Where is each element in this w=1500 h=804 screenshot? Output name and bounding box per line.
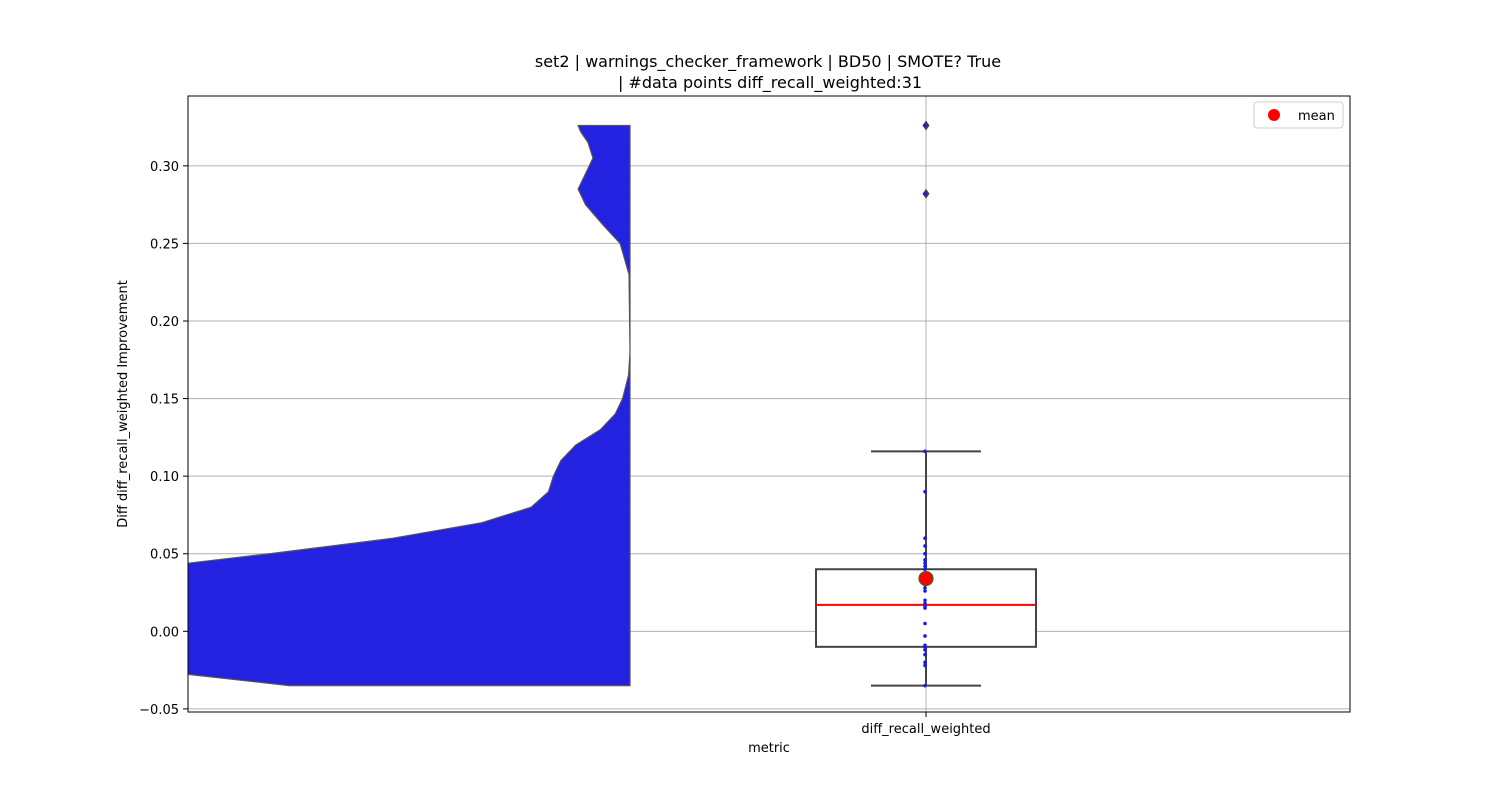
data-points-layer [918,123,934,688]
data-point [923,449,927,454]
data-point [923,634,927,638]
data-point [923,683,927,688]
y-tick-label: 0.10 [150,470,179,485]
data-point [923,544,927,548]
violin-shape [188,124,631,687]
data-point [923,123,927,128]
legend: mean [1253,101,1344,129]
legend-mean-marker [1268,109,1280,121]
y-axis-ticks: −0.05 0.00 0.05 0.10 0.15 0.20 0.25 0.30 [139,160,188,718]
data-point [923,621,927,626]
data-point [923,589,927,593]
data-point [923,660,927,665]
data-point [923,567,927,572]
y-axis-label: Diff diff_recall_weighted Improvement [116,280,131,528]
plot-frame [187,95,1351,713]
legend-box [1253,101,1344,129]
data-point [923,536,927,541]
data-point [923,586,927,590]
data-point [923,564,927,568]
data-point [923,604,927,609]
y-tick-label: 0.05 [150,548,179,563]
chart-title-line2: | #data points diff_recall_weighted:31 [618,73,922,93]
chart-title-line1: set2 | warnings_checker_framework | BD50… [535,52,1001,72]
data-point [923,551,927,556]
y-tick-label: 0.25 [150,237,179,252]
mean-marker [918,570,934,587]
data-point [923,561,927,565]
y-tick-label: −0.05 [139,703,179,718]
y-tick-label: 0.15 [150,393,179,408]
data-point [923,489,927,494]
data-point [923,191,927,196]
y-tick-label: 0.20 [150,315,179,330]
data-point [923,601,927,606]
data-point [923,643,927,648]
y-tick-label: 0.00 [150,625,179,640]
data-point [923,648,927,652]
data-point [923,663,927,668]
x-axis-ticks: diff_recall_weighted [861,712,991,737]
data-point [923,652,927,657]
x-axis-label: metric [748,741,790,756]
legend-mean-label: mean [1298,109,1335,124]
data-point [923,598,927,603]
violin-layer [188,124,631,687]
data-point [923,558,927,562]
y-tick-label: 0.30 [150,160,179,175]
x-tick-label: diff_recall_weighted [861,722,990,737]
